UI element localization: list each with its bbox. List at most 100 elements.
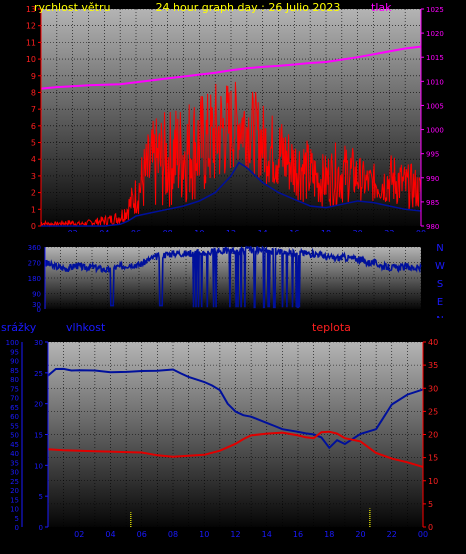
chart-title: 24 hour graph day : 26 Julio 2023 xyxy=(156,1,341,14)
y-tick-label-left: 4 xyxy=(31,155,36,164)
x-tick-label: 08 xyxy=(163,229,173,232)
x-tick-label: 00 xyxy=(418,530,428,539)
pressure-line xyxy=(40,45,422,90)
x-tick-label: 16 xyxy=(293,530,303,539)
y-tick-label-right: 1005 xyxy=(426,102,444,110)
y-tick-label-temp: 15 xyxy=(428,454,438,463)
pressure-axis-label: tlak xyxy=(371,1,392,14)
y-tick-label-right: 985 xyxy=(426,199,439,207)
y-tick-label-rain: 0 xyxy=(15,524,19,532)
y-tick-label-rain: 100 xyxy=(6,339,19,347)
wind-direction-chart: 03090180270360NWSEN xyxy=(28,243,445,318)
y-tick-label: 180 xyxy=(28,275,41,283)
humidity-axis-label: vlhkost xyxy=(66,321,106,334)
y-tick-label-rain: 70 xyxy=(10,395,19,403)
y-tick-label-left: 8 xyxy=(31,88,36,97)
y-tick-label-right: 990 xyxy=(426,175,439,183)
x-tick-label: 20 xyxy=(353,229,363,232)
y-tick-label-right: 1020 xyxy=(426,30,444,38)
y-tick-label-left: 5 xyxy=(31,139,36,148)
y-tick-label-rain: 95 xyxy=(10,348,19,356)
compass-label: W xyxy=(435,261,445,272)
y-tick-label-humidity: 30 xyxy=(34,339,43,347)
y-tick-label-temp: 0 xyxy=(428,523,433,532)
y-tick-label-left: 11 xyxy=(26,38,36,47)
y-tick-label-left: 13 xyxy=(26,5,36,14)
y-tick-label-rain: 45 xyxy=(10,441,19,449)
y-tick-label-rain: 35 xyxy=(10,459,19,467)
wind-axis-label: rychlost větru xyxy=(34,1,110,14)
temperature-axis-label: teplota xyxy=(312,321,351,334)
y-tick-label-right: 980 xyxy=(426,223,439,231)
x-tick-label: 04 xyxy=(99,229,109,232)
y-tick-label-right: 995 xyxy=(426,151,439,159)
y-tick-label-temp: 5 xyxy=(428,500,433,509)
y-tick-label-rain: 30 xyxy=(10,469,19,477)
x-tick-label: 22 xyxy=(387,530,397,539)
y-tick-label-rain: 90 xyxy=(10,358,19,366)
rain-axis-label: srážky xyxy=(1,321,37,334)
x-tick-label: 10 xyxy=(194,229,204,232)
x-tick-label: 12 xyxy=(230,530,240,539)
y-tick-label-temp: 10 xyxy=(428,477,438,486)
y-tick-label-left: 6 xyxy=(31,122,36,131)
y-tick-label-rain: 10 xyxy=(10,506,19,514)
temperature-line xyxy=(47,430,424,468)
y-tick-label: 360 xyxy=(28,244,41,252)
compass-label: N xyxy=(436,243,443,254)
y-tick-label-right: 1025 xyxy=(426,6,444,14)
y-tick-label-rain: 65 xyxy=(10,404,19,412)
y-tick-label-left: 10 xyxy=(26,55,36,64)
wind-pressure-chart: 0123456789101112139809859909951000100510… xyxy=(26,1,444,232)
wind-series-line xyxy=(40,81,422,228)
y-tick-label: 0 xyxy=(37,306,41,314)
y-tick-label: 270 xyxy=(28,260,41,268)
x-tick-label: 10 xyxy=(199,530,209,539)
y-tick-label-rain: 55 xyxy=(10,422,19,430)
y-tick-label-rain: 25 xyxy=(10,478,19,486)
direction-line xyxy=(44,245,422,309)
y-tick-label-humidity: 15 xyxy=(34,432,43,440)
y-tick-label-right: 1015 xyxy=(426,54,444,62)
y-tick-label-temp: 25 xyxy=(428,407,438,416)
y-tick-label-rain: 85 xyxy=(10,367,19,375)
y-tick-label-left: 2 xyxy=(31,189,36,198)
y-tick-label-temp: 20 xyxy=(428,431,438,440)
y-tick-label-right: 1010 xyxy=(426,78,444,86)
y-tick-label-humidity: 25 xyxy=(34,370,43,378)
x-tick-label: 14 xyxy=(262,530,272,539)
y-tick-label-rain: 50 xyxy=(10,432,19,440)
x-tick-label: 02 xyxy=(68,229,78,232)
y-tick-label-humidity: 5 xyxy=(39,493,43,501)
y-tick-label-temp: 40 xyxy=(428,338,438,347)
y-tick-label-rain: 80 xyxy=(10,376,19,384)
x-tick-label: 20 xyxy=(355,530,365,539)
y-tick-label-rain: 75 xyxy=(10,385,19,393)
y-tick-label-rain: 60 xyxy=(10,413,19,421)
y-tick-label-humidity: 20 xyxy=(34,401,43,409)
rain-humidity-temperature-chart: 0510152025303540051015202530354045505560… xyxy=(1,321,438,539)
compass-label: S xyxy=(437,279,443,290)
y-tick-label-rain: 5 xyxy=(15,515,19,523)
x-tick-label: 02 xyxy=(74,530,84,539)
x-tick-label: 00 xyxy=(416,229,426,232)
humidity-line xyxy=(47,367,424,450)
y-tick-label-temp: 30 xyxy=(428,384,438,393)
x-tick-label: 22 xyxy=(384,229,394,232)
y-tick-label-left: 12 xyxy=(26,22,36,31)
x-tick-label: 16 xyxy=(289,229,299,232)
y-tick-label-humidity: 0 xyxy=(39,524,43,532)
y-tick-label-right: 1000 xyxy=(426,127,444,135)
x-tick-label: 04 xyxy=(105,530,115,539)
x-tick-label: 06 xyxy=(137,530,147,539)
y-tick-label-rain: 20 xyxy=(10,487,19,495)
x-tick-label: 18 xyxy=(324,530,334,539)
y-tick-label-left: 0 xyxy=(31,222,36,231)
x-tick-label: 12 xyxy=(226,229,236,232)
x-tick-label: 18 xyxy=(321,229,331,232)
x-tick-label: 06 xyxy=(131,229,141,232)
y-tick-label-rain: 15 xyxy=(10,496,19,504)
y-tick-label-rain: 40 xyxy=(10,450,19,458)
y-tick-label: 90 xyxy=(32,291,41,299)
